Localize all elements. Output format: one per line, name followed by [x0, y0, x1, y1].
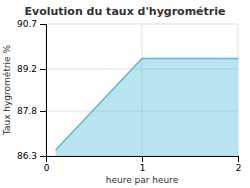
tick-label: 89.2 — [17, 64, 37, 74]
tick-label: 87.8 — [17, 106, 37, 116]
tick-mark — [40, 156, 46, 157]
x-axis: 0 1 2 — [44, 156, 242, 173]
tick: 0 — [44, 156, 50, 173]
tick-mark — [142, 156, 143, 162]
tick-label: 1 — [140, 163, 146, 173]
axis-line — [47, 157, 239, 163]
x-axis-title: heure par heure — [106, 175, 179, 185]
area — [56, 59, 238, 157]
grid — [46, 24, 238, 156]
y-axis: 86.3 87.8 89.2 90.7 — [17, 19, 47, 161]
chart: 0 1 2 86.3 87.8 89.2 90.7Evolution du taux d'h… — [0, 0, 250, 188]
tick-mark — [238, 156, 239, 162]
tick-label: 0 — [44, 163, 50, 173]
tick: 86.3 — [17, 151, 46, 161]
tick-mark — [40, 69, 46, 70]
tick: 87.8 — [17, 106, 46, 116]
tick-mark — [40, 24, 46, 25]
line — [56, 59, 238, 151]
tick: 1 — [140, 156, 146, 173]
title: Evolution du taux d'hygrométrie — [25, 5, 226, 18]
tick-label: 2 — [236, 163, 242, 173]
tick: 90.7 — [17, 19, 46, 29]
tick: 2 — [236, 156, 242, 173]
plot-marks — [56, 59, 238, 157]
tick-label: 90.7 — [17, 19, 37, 29]
axis-line — [40, 25, 47, 157]
chart-container: 0 1 2 86.3 87.8 89.2 90.7Evolution du taux d'h… — [0, 0, 250, 188]
tick-label: 86.3 — [17, 151, 37, 161]
y-axis-title: Taux hygrométrie % — [2, 44, 12, 136]
tick: 89.2 — [17, 64, 46, 74]
tick-mark — [40, 111, 46, 112]
